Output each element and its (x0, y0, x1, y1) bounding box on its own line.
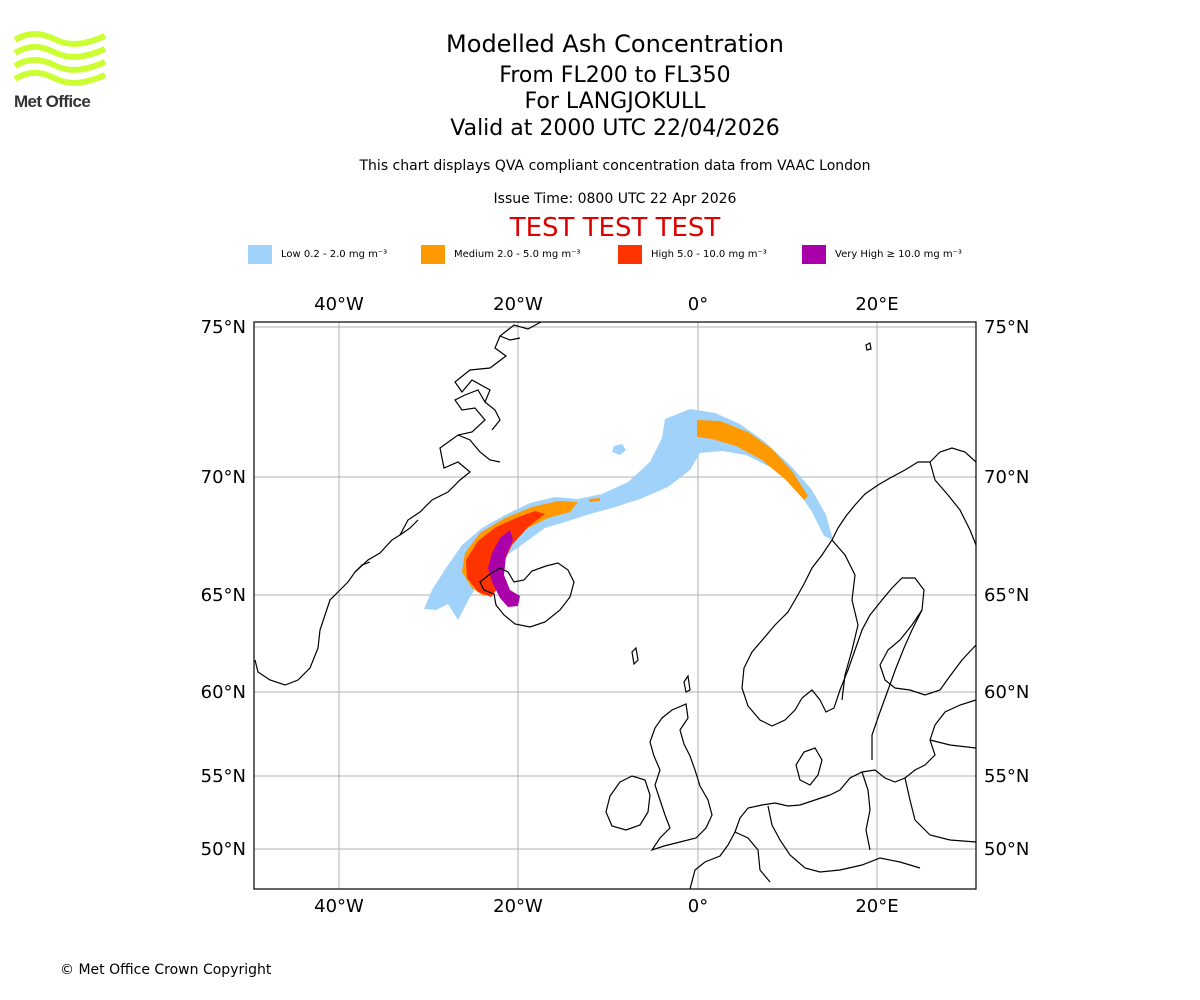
legend-label-very-high: Very High ≥ 10.0 mg m⁻³ (835, 248, 962, 260)
coast-europe (689, 794, 831, 890)
lat-label: 50°N (984, 839, 1029, 860)
legend-label-low: Low 0.2 - 2.0 mg m⁻³ (281, 248, 388, 260)
lon-label: 0° (688, 896, 708, 917)
issue-time: Issue Time: 0800 UTC 22 Apr 2026 (493, 191, 737, 207)
coast-greenland (254, 321, 542, 686)
legend-item-high: High 5.0 - 10.0 mg m⁻³ (618, 244, 767, 264)
volcano-name: For LANGJOKULL (524, 89, 706, 114)
flight-levels: From FL200 to FL350 (499, 63, 731, 88)
coast-bear-island (865, 342, 872, 351)
legend-label-medium: Medium 2.0 - 5.0 mg m⁻³ (454, 248, 581, 260)
border-norway-sweden (831, 539, 859, 701)
lon-label: 20°W (493, 896, 543, 917)
lat-label: 55°N (201, 766, 246, 787)
lat-label: 55°N (984, 766, 1029, 787)
legend-swatch-medium (421, 244, 445, 264)
legend-swatch-high (618, 244, 642, 264)
met-office-logo: Met Office (13, 30, 107, 112)
lat-label: 60°N (201, 682, 246, 703)
map-frame (253, 321, 977, 890)
logo-wave (13, 30, 107, 47)
lat-label: 75°N (984, 317, 1029, 338)
ash-medium-region (462, 420, 808, 596)
lat-label: 75°N (201, 317, 246, 338)
lat-labels-left: 75°N 70°N 65°N 60°N 55°N 50°N (201, 317, 246, 860)
ash-very-high-region (488, 530, 520, 607)
coast-finland (879, 609, 977, 696)
coast-norway (741, 447, 977, 760)
ash-medium-fragment (589, 498, 600, 502)
legend-item-very-high: Very High ≥ 10.0 mg m⁻³ (802, 244, 962, 264)
legend-item-medium: Medium 2.0 - 5.0 mg m⁻³ (421, 244, 580, 264)
lat-label: 70°N (984, 467, 1029, 488)
lon-label: 20°E (855, 896, 898, 917)
border-europe (734, 739, 977, 883)
coast-baltic (829, 699, 977, 796)
logo-wave (13, 43, 107, 60)
coastlines (254, 321, 977, 890)
map-gridlines (254, 322, 976, 889)
lon-labels-bottom: 40°W 20°W 0° 20°E (314, 896, 898, 917)
lon-label: 40°W (314, 896, 364, 917)
logo-wave (13, 56, 107, 73)
coast-greenland-fjords (354, 335, 521, 573)
lat-label: 50°N (201, 839, 246, 860)
lon-label: 20°W (493, 294, 543, 315)
lat-labels-right: 75°N 70°N 65°N 60°N 55°N 50°N (984, 317, 1029, 860)
legend-swatch-low (248, 244, 272, 264)
lon-label: 40°W (314, 294, 364, 315)
coast-iceland (479, 562, 575, 628)
border-finland (929, 461, 977, 546)
coast-great-britain (649, 703, 713, 852)
test-banner: TEST TEST TEST (509, 213, 721, 243)
logo-text: Met Office (14, 92, 91, 111)
copyright: © Met Office Crown Copyright (60, 962, 272, 978)
valid-time: Valid at 2000 UTC 22/04/2026 (450, 116, 780, 141)
coast-faroes (631, 646, 639, 666)
lat-label: 65°N (984, 585, 1029, 606)
chart-description: This chart displays QVA compliant concen… (359, 158, 871, 174)
coast-denmark (795, 747, 823, 786)
coast-shetland (683, 674, 691, 693)
coast-ireland (605, 775, 651, 831)
lat-label: 60°N (984, 682, 1029, 703)
legend-item-low: Low 0.2 - 2.0 mg m⁻³ (248, 244, 387, 264)
lon-label: 20°E (855, 294, 898, 315)
lat-label: 65°N (201, 585, 246, 606)
legend-swatch-very-high (802, 244, 826, 264)
lon-label: 0° (688, 294, 708, 315)
chart-title: Modelled Ash Concentration (446, 30, 784, 58)
ash-low-fragment (612, 444, 626, 455)
lon-labels-top: 40°W 20°W 0° 20°E (314, 294, 898, 315)
logo-wave (13, 69, 107, 86)
ash-low-region (424, 409, 833, 620)
legend-label-high: High 5.0 - 10.0 mg m⁻³ (651, 248, 767, 260)
lat-label: 70°N (201, 467, 246, 488)
met-office-wave-icon (13, 30, 107, 86)
